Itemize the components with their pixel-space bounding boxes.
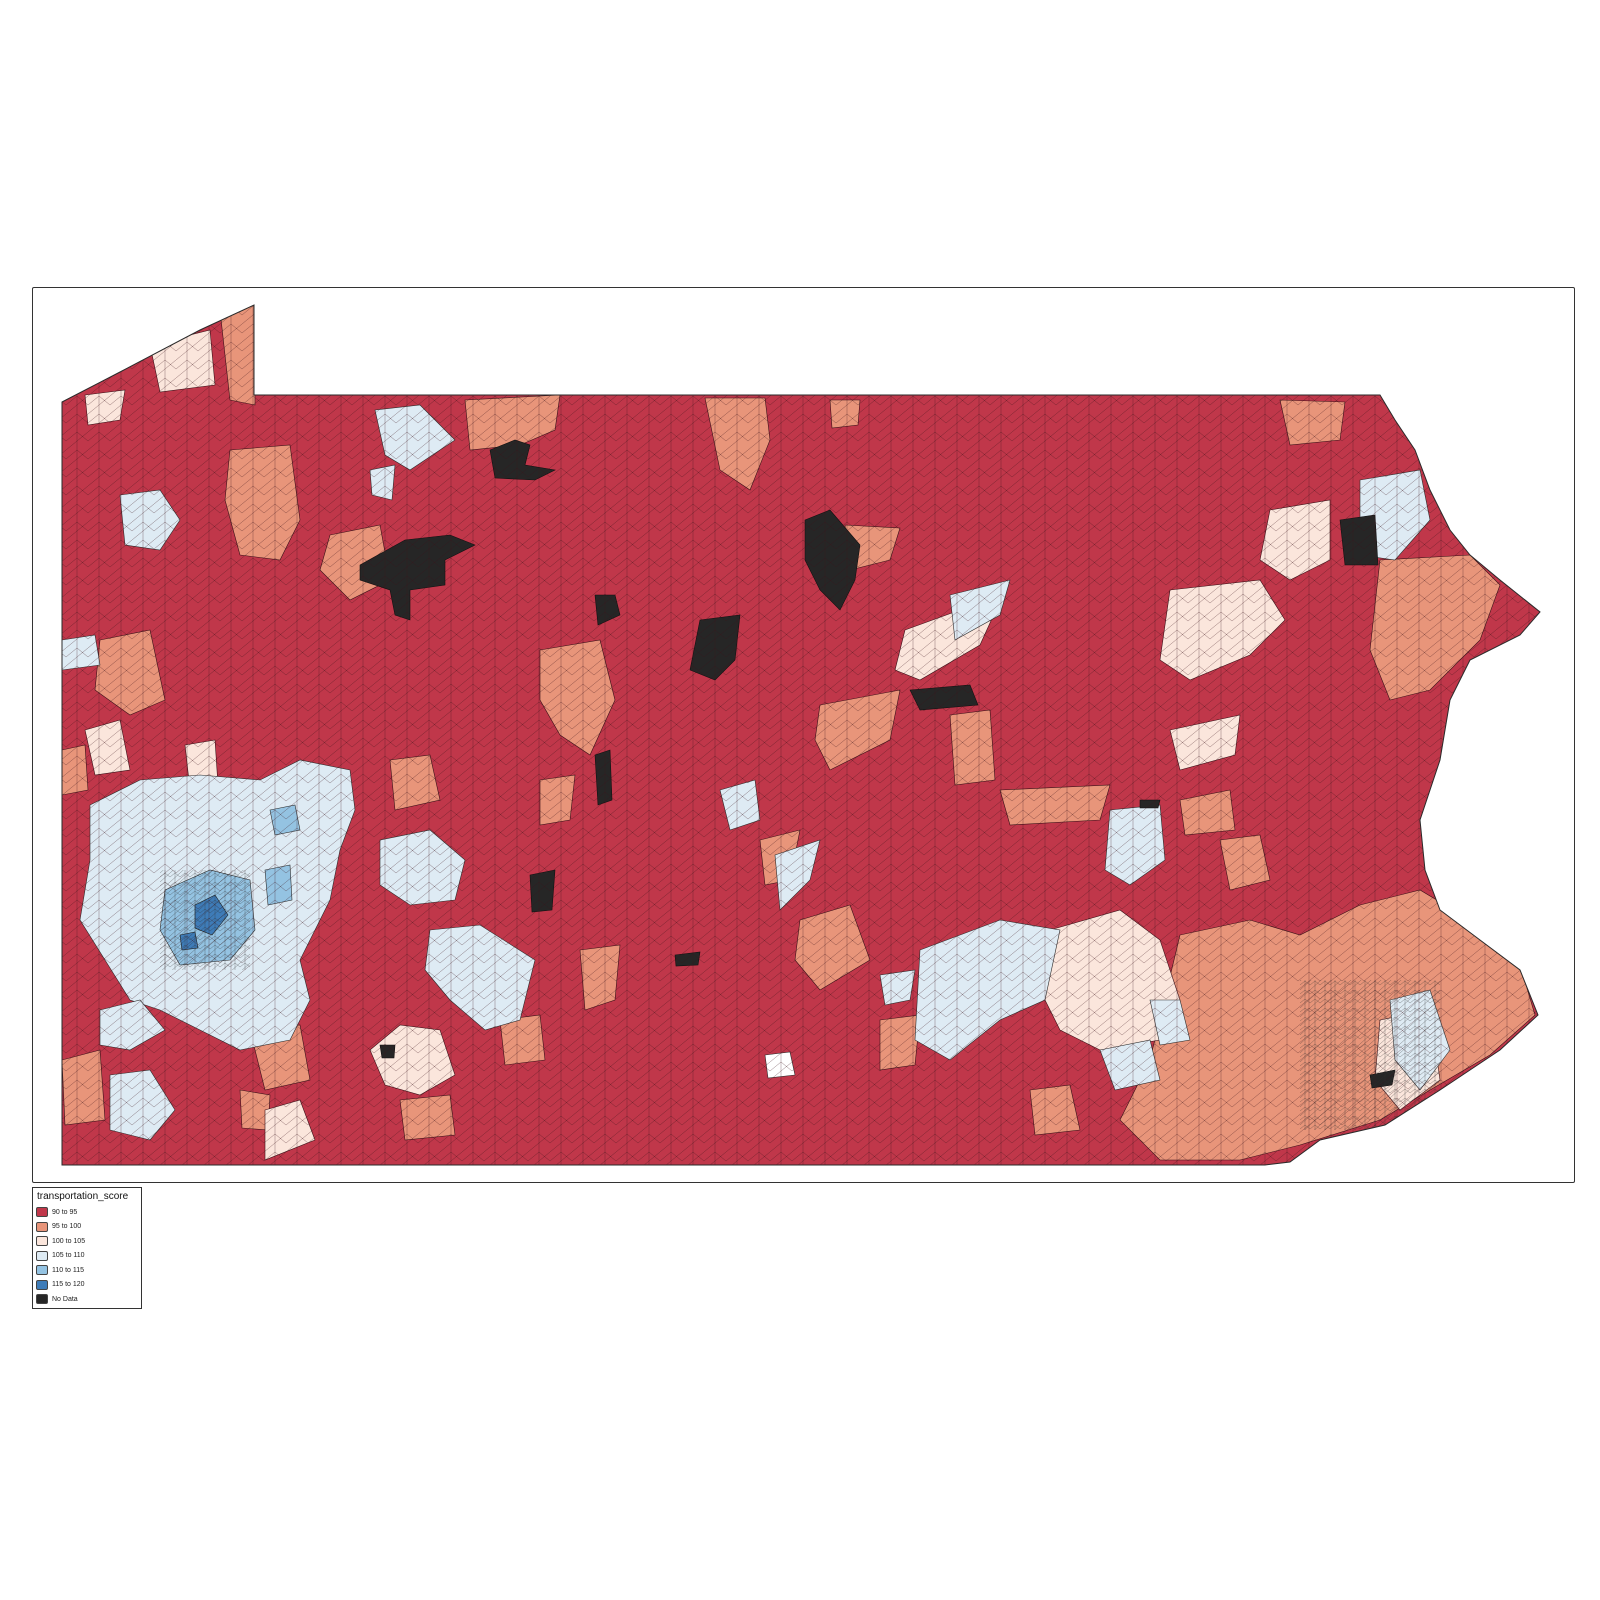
legend-swatch <box>36 1221 48 1232</box>
legend-label: No Data <box>52 1295 78 1303</box>
legend-swatch <box>36 1250 48 1261</box>
legend-item: 110 to 115 <box>36 1263 138 1278</box>
legend-item: 115 to 120 <box>36 1278 138 1293</box>
tract-boundaries-pittsburgh <box>160 870 250 970</box>
legend-item: 100 to 105 <box>36 1234 138 1249</box>
legend-swatch <box>36 1294 48 1305</box>
legend-title: transportation_score <box>37 1191 129 1202</box>
legend-label: 90 to 95 <box>52 1208 78 1216</box>
state-outline <box>61 304 1541 1166</box>
legend-label: 95 to 100 <box>52 1223 82 1231</box>
tract-boundaries <box>62 305 1540 1165</box>
tract-boundaries-philadelphia <box>1300 980 1440 1130</box>
legend-swatch <box>36 1265 48 1276</box>
legend-label: 110 to 115 <box>52 1266 85 1274</box>
legend-swatch <box>36 1279 48 1290</box>
legend-item: No Data <box>36 1292 138 1307</box>
legend-swatch <box>36 1236 48 1247</box>
legend-item: 105 to 110 <box>36 1249 138 1264</box>
legend-item: 90 to 95 <box>36 1205 138 1220</box>
legend-label: 100 to 105 <box>52 1237 86 1245</box>
legend-label: 105 to 110 <box>52 1252 85 1260</box>
legend-items: 90 to 95 95 to 100 100 to 105 105 to 110 110… <box>36 1205 138 1307</box>
legend-label: 115 to 120 <box>52 1281 85 1289</box>
state-fill-group <box>62 305 1540 1165</box>
map-legend: transportation_score 90 to 95 95 to 100 10… <box>32 1187 142 1309</box>
legend-item: 95 to 100 <box>36 1220 138 1235</box>
legend-swatch <box>36 1207 48 1218</box>
